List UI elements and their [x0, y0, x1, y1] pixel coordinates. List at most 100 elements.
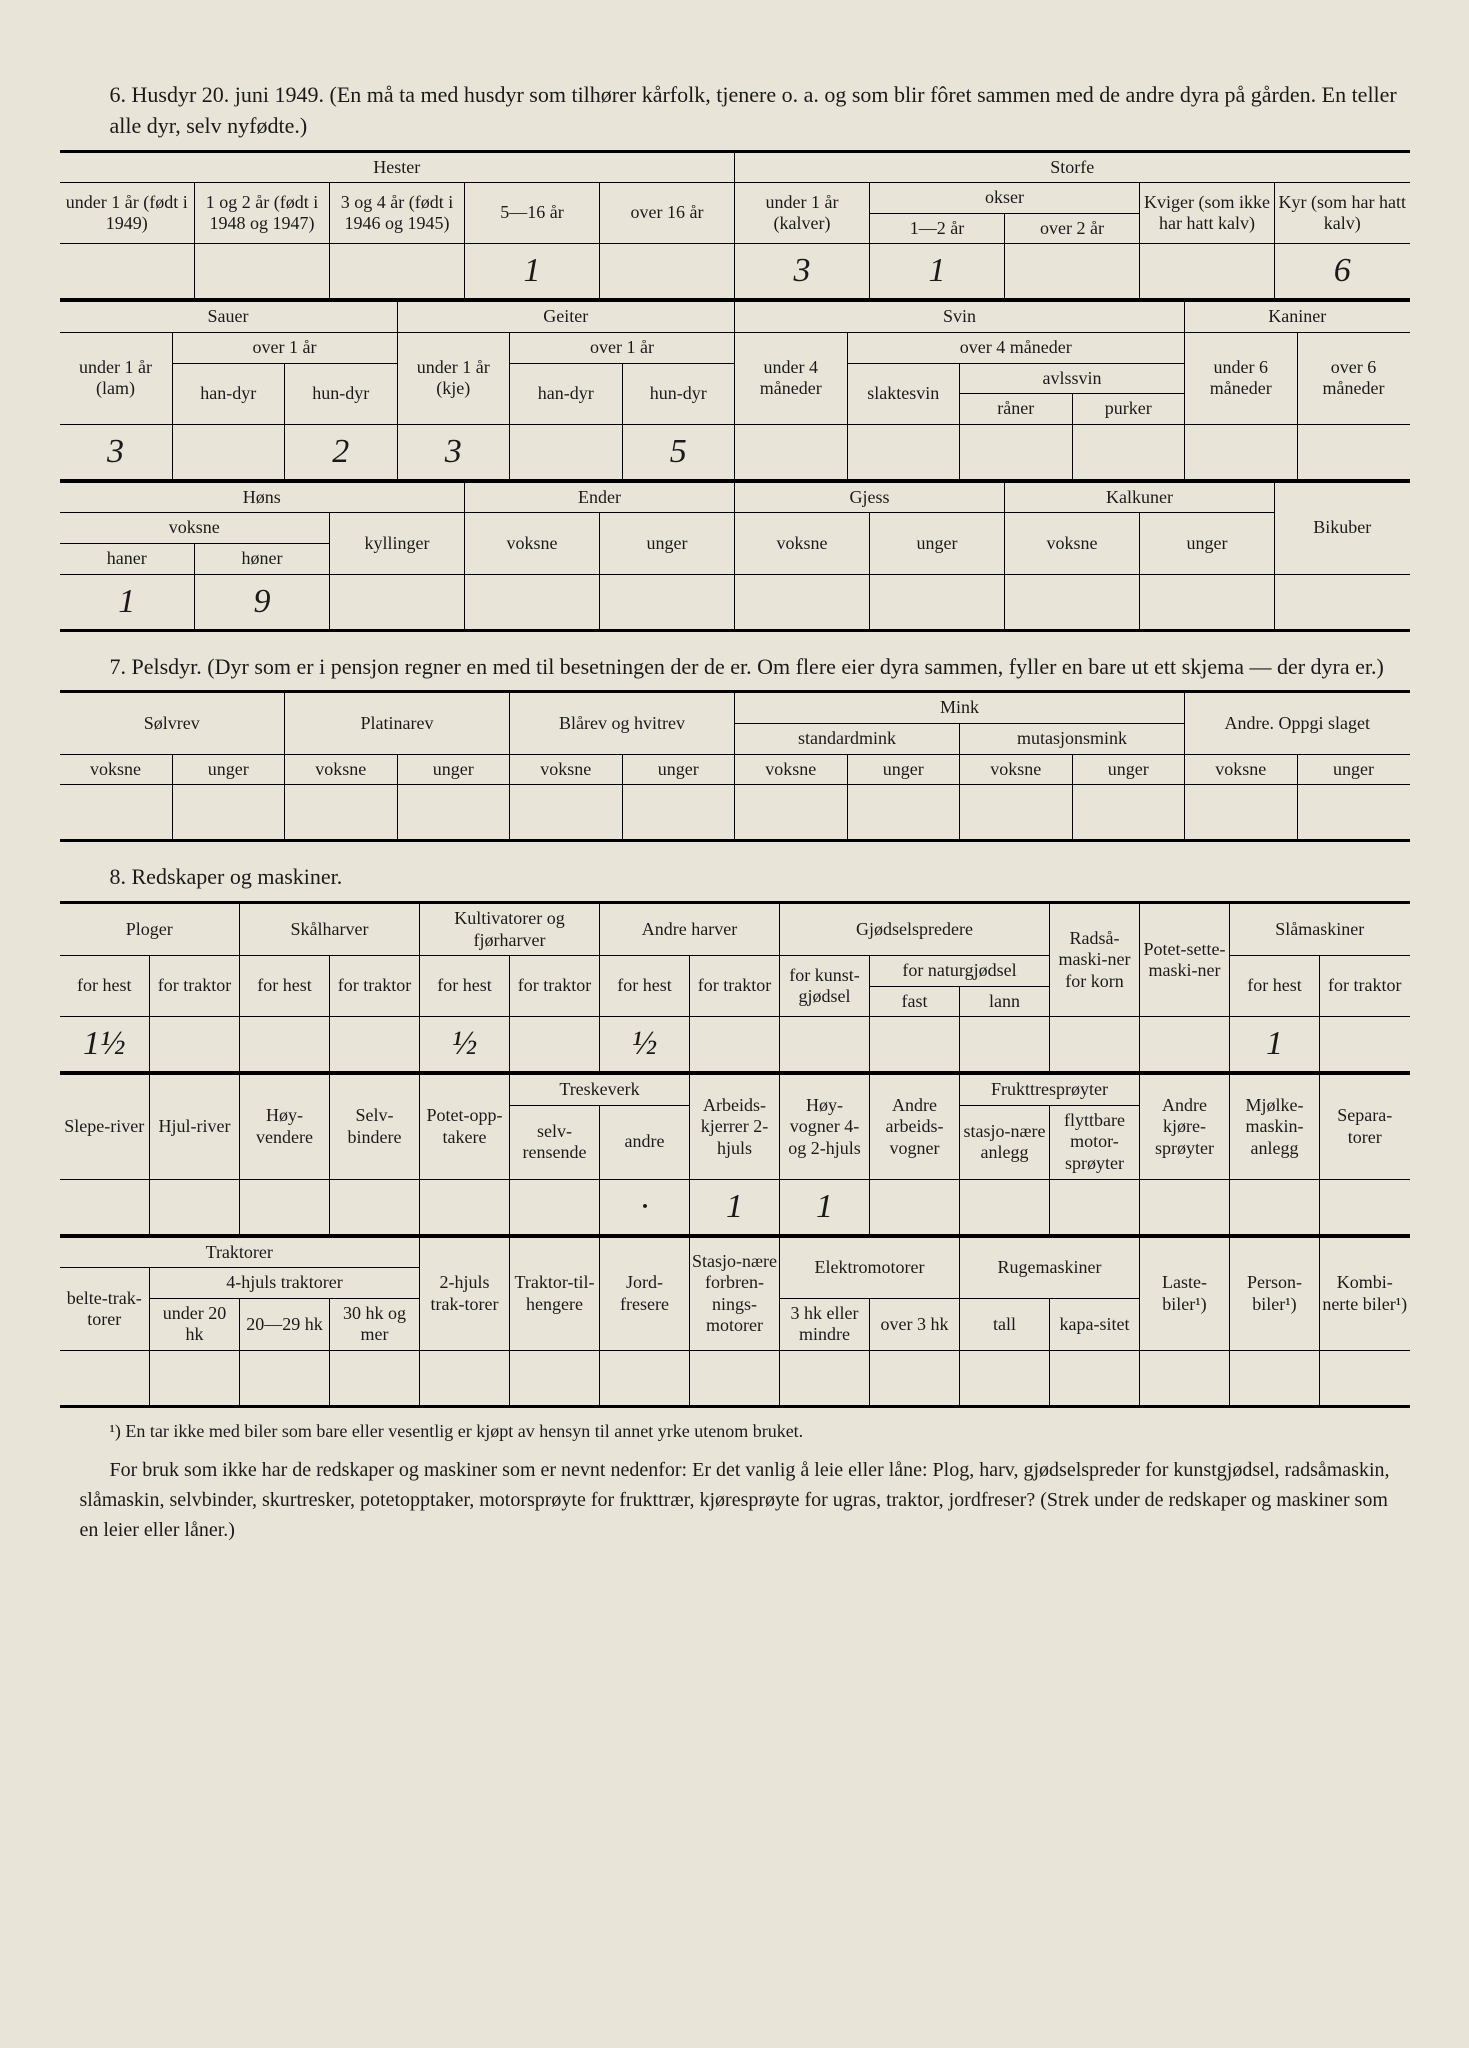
- data-cell: [60, 1351, 150, 1407]
- fjhjuls-header: 4-hjuls traktorer: [150, 1268, 420, 1299]
- hons-header: Høns: [60, 481, 465, 513]
- data-cell: [1050, 1017, 1140, 1072]
- traktorer-header: Traktorer: [60, 1236, 420, 1268]
- selvbindere-header: Selv-bindere: [330, 1074, 420, 1179]
- data-cell: [420, 1179, 510, 1234]
- table-redskaper-3: Traktorer 2-hjuls trak-torer Traktor-til…: [60, 1235, 1410, 1408]
- gjess-header: Gjess: [735, 481, 1005, 513]
- data-cell: [1050, 1179, 1140, 1234]
- data-cell: [510, 424, 623, 479]
- hjulriver-header: Hjul-river: [150, 1074, 240, 1179]
- data-cell: [735, 574, 870, 630]
- data-cell: [510, 785, 623, 841]
- data-cell: [1072, 424, 1185, 479]
- col-geit-u1: under 1 år (kje): [397, 332, 510, 424]
- blarev-header: Blårev og hvitrev: [510, 693, 735, 754]
- data-cell: [330, 574, 465, 630]
- col-h4: 5—16 år: [465, 183, 600, 244]
- section-8-title: 8. Redskaper og maskiner.: [110, 862, 1410, 893]
- data-cell: 3: [60, 424, 173, 479]
- belte-header: belte-trak-torer: [60, 1268, 150, 1351]
- table-hons-ender: Høns Ender Gjess Kalkuner Bikuber voksne…: [60, 480, 1410, 632]
- data-cell: [960, 1351, 1050, 1407]
- col-avlssvin: avlssvin: [960, 363, 1185, 394]
- data-cell: [195, 244, 330, 299]
- col-unger: unger: [622, 754, 735, 785]
- sauer-header: Sauer: [60, 301, 398, 333]
- col-h1: under 1 år (født i 1949): [60, 183, 195, 244]
- data-cell: [1297, 785, 1410, 841]
- data-cell: [1297, 424, 1410, 479]
- col-h2: 1 og 2 år (født i 1948 og 1947): [195, 183, 330, 244]
- separ-header: Separa-torer: [1320, 1074, 1410, 1179]
- data-cell: [780, 1017, 870, 1072]
- data-cell: [1230, 1351, 1320, 1407]
- data-cell: [510, 1351, 600, 1407]
- data-cell: [510, 1179, 600, 1234]
- data-cell: [172, 424, 285, 479]
- col-kapasitet: kapa-sitet: [1050, 1298, 1140, 1350]
- slamaskiner-header: Slåmaskiner: [1230, 904, 1410, 956]
- instruction-text: For bruk som ikke har de redskaper og ma…: [80, 1455, 1390, 1545]
- col-sau-o1: over 1 år: [172, 332, 397, 363]
- data-cell: [60, 1179, 150, 1234]
- data-cell: [240, 1351, 330, 1407]
- col-flytt: flyttbare motor-sprøyter: [1050, 1105, 1140, 1179]
- col-fortraktor: for traktor: [150, 956, 240, 1017]
- col-sau-hun: hun-dyr: [285, 363, 398, 424]
- col-forhest: for hest: [420, 956, 510, 1017]
- data-cell: [847, 785, 960, 841]
- data-cell: [330, 244, 465, 299]
- col-sau-u1: under 1 år (lam): [60, 332, 173, 424]
- data-cell: [690, 1351, 780, 1407]
- col-voksne: voksne: [1185, 754, 1298, 785]
- data-cell: [397, 785, 510, 841]
- col-hk3eller: 3 hk eller mindre: [780, 1298, 870, 1350]
- table-redskaper-2: Slepe-river Hjul-river Høy-vendere Selv-…: [60, 1072, 1410, 1234]
- section-7-title: 7. Pelsdyr. (Dyr som er i pensjon regner…: [110, 652, 1410, 683]
- data-cell: [870, 1179, 960, 1234]
- data-cell: [1185, 424, 1298, 479]
- data-cell: [1005, 574, 1140, 630]
- col-unger: unger: [172, 754, 285, 785]
- col-svin-u4: under 4 måneder: [735, 332, 848, 424]
- andrekjore-header: Andre kjøre-sprøyter: [1140, 1074, 1230, 1179]
- data-cell: [1320, 1179, 1410, 1234]
- data-cell: [870, 1351, 960, 1407]
- col-unger: unger: [1072, 754, 1185, 785]
- col-svin-o4: over 4 måneder: [847, 332, 1185, 363]
- col-fortraktor: for traktor: [510, 956, 600, 1017]
- data-cell: 1: [780, 1179, 870, 1234]
- col-voksne: voksne: [285, 754, 398, 785]
- col-andre: andre: [600, 1105, 690, 1179]
- bikuber-header: Bikuber: [1275, 481, 1410, 574]
- col-forhest: for hest: [1230, 956, 1320, 1017]
- data-cell: [1140, 574, 1275, 630]
- col-voksne: voksne: [510, 754, 623, 785]
- data-cell: [1140, 1179, 1230, 1234]
- elektro-header: Elektromotorer: [780, 1236, 960, 1298]
- table-redskaper-1: Ploger Skålharver Kultivatorer og fjørha…: [60, 904, 1410, 1072]
- table-pelsdyr: Sølvrev Platinarev Blårev og hvitrev Min…: [60, 693, 1410, 842]
- data-cell: 1: [870, 244, 1005, 299]
- andreharver-header: Andre harver: [600, 904, 780, 956]
- col-stasjo: stasjo-nære anlegg: [960, 1105, 1050, 1179]
- kalkuner-header: Kalkuner: [1005, 481, 1275, 513]
- col-s2: 1—2 år: [870, 213, 1005, 244]
- col-hk30: 30 hk og mer: [330, 1298, 420, 1350]
- col-unger: unger: [600, 513, 735, 574]
- col-s4: Kviger (som ikke har hatt kalv): [1140, 183, 1275, 244]
- col-h5: over 16 år: [600, 183, 735, 244]
- col-over3hk: over 3 hk: [870, 1298, 960, 1350]
- col-fortraktor: for traktor: [330, 956, 420, 1017]
- andre-header: Andre. Oppgi slaget: [1185, 693, 1410, 754]
- col-fast: fast: [870, 986, 960, 1017]
- data-cell: [510, 1017, 600, 1072]
- data-cell: [150, 1351, 240, 1407]
- data-cell: ½: [600, 1017, 690, 1072]
- data-cell: [1230, 1179, 1320, 1234]
- col-under20: under 20 hk: [150, 1298, 240, 1350]
- data-cell: 1: [465, 244, 600, 299]
- data-cell: [1072, 785, 1185, 841]
- section-6-title: 6. Husdyr 20. juni 1949. (En må ta med h…: [110, 80, 1410, 142]
